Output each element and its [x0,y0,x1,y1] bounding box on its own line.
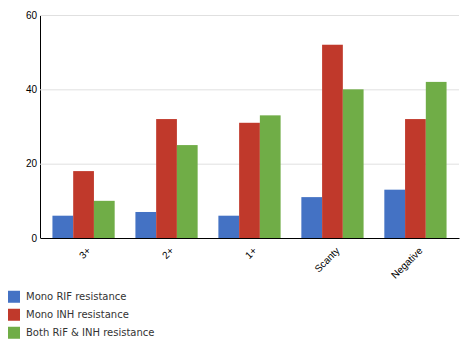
bar [239,123,260,238]
chart: 0 20 40 60 3+ 2+ 1+ Scanty Negative Mono RIF resi… [0,0,474,360]
legend-item: Mono INH resistance [8,309,129,321]
y-tick-label: 20 [26,158,38,169]
x-tick: 1+ [243,245,259,261]
axis-line [41,238,460,239]
grid-line [40,238,459,239]
legend-label: Mono INH resistance [26,309,129,320]
legend-label: Mono RIF resistance [26,291,127,302]
bar [177,145,198,238]
bar [301,197,322,238]
x-tick-label: Scanty [312,245,341,274]
bar [384,190,405,238]
x-tick: 3+ [77,245,93,261]
y-tick: 60 [26,10,459,21]
y-axis: 0 20 40 60 [26,10,459,244]
legend-item: Mono RIF resistance [8,291,127,303]
grid-line [40,89,459,90]
bar [322,45,343,238]
x-tick: Scanty [312,245,341,274]
x-tick-label: 2+ [160,245,176,261]
bar-series [73,45,426,238]
bar [405,119,426,238]
bar [218,216,239,238]
bar [135,212,156,238]
grid-line [40,15,459,16]
bar [343,89,364,238]
bar [156,119,177,238]
bar [94,201,115,238]
legend-swatch [8,291,20,303]
x-tick: Negative [389,245,425,281]
legend-swatch [8,309,20,321]
bar [426,82,447,238]
x-tick-label: 1+ [243,245,259,261]
bar [73,171,94,238]
y-tick: 40 [26,84,459,95]
legend-item: Both RiF & INH resistance [8,327,154,339]
bar-series [94,82,447,238]
x-tick: 2+ [160,245,176,261]
legend-label: Both RiF & INH resistance [26,327,154,338]
bar [260,115,281,238]
x-tick-label: Negative [389,245,425,281]
legend: Mono RIF resistance Mono INH resistance Bo… [8,291,154,339]
y-tick-label: 40 [26,84,38,95]
y-tick-label: 0 [31,233,37,244]
legend-swatch [8,327,20,339]
bars [52,45,446,238]
bar [52,216,73,238]
x-axis: 3+ 2+ 1+ Scanty Negative [41,239,460,281]
y-tick-label: 60 [26,10,38,21]
x-tick-label: 3+ [77,245,93,261]
plot: 0 20 40 60 3+ 2+ 1+ Scanty Negative Mono RIF resi… [8,10,460,339]
axis-line [40,16,41,239]
